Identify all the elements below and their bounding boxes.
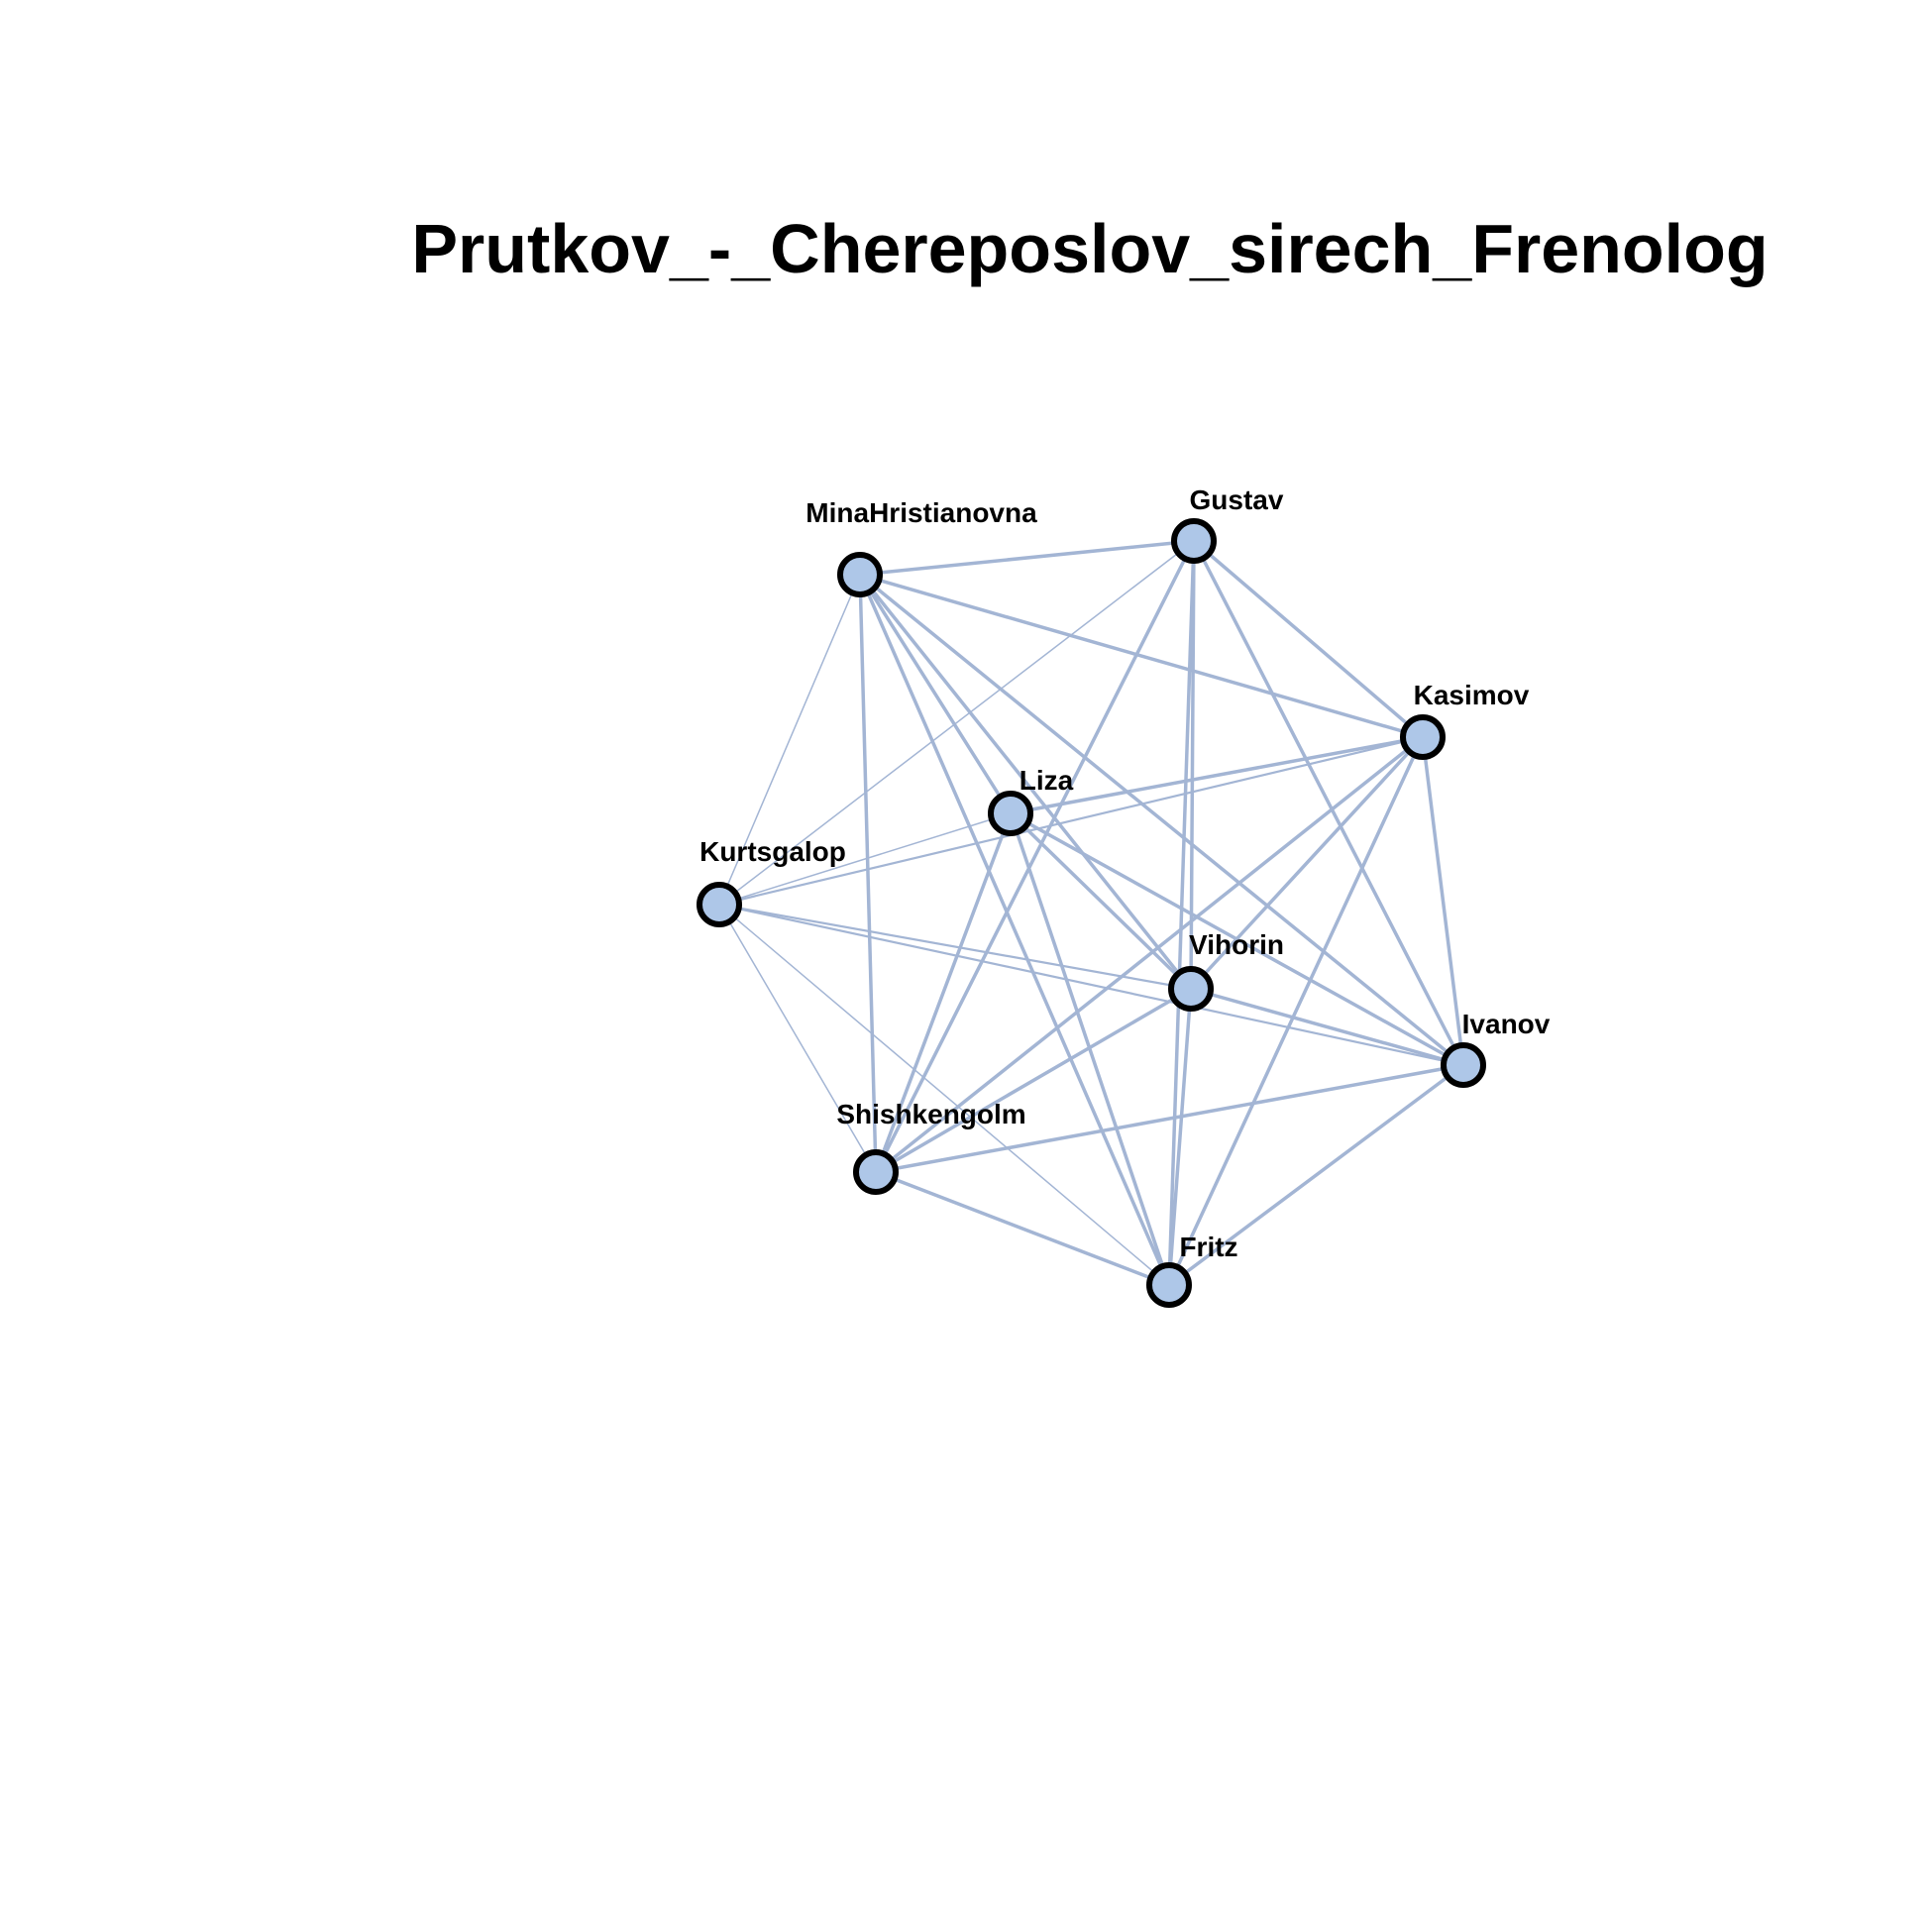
edge-gustav-kasimov [1192, 539, 1425, 739]
node-label-kasimov: Kasimov [1414, 680, 1530, 710]
edge-minahristianovna-kurtsgalop [718, 574, 861, 906]
edge-minahristianovna-fritz [858, 573, 1171, 1287]
edge-kasimov-ivanov [1421, 735, 1465, 1067]
edge-liza-ivanov [1009, 811, 1465, 1067]
edge-vihorin-fritz [1167, 987, 1193, 1287]
edge-minahristianovna-liza [858, 573, 1013, 815]
edge-kasimov-liza [1009, 735, 1425, 815]
edge-kurtsgalop-shishkengolm [718, 904, 877, 1173]
node-label-shishkengolm: Shishkengolm [836, 1099, 1025, 1129]
node-label-liza: Liza [1020, 765, 1074, 796]
edge-kasimov-vihorin [1189, 735, 1425, 991]
node-label-minahristianovna: MinaHristianovna [805, 497, 1037, 528]
node-label-gustav: Gustav [1190, 484, 1284, 515]
node-vihorin [1168, 966, 1214, 1012]
edge-kasimov-fritz [1167, 735, 1425, 1287]
edge-ivanov-fritz [1167, 1063, 1465, 1287]
edge-shishkengolm-fritz [874, 1170, 1171, 1287]
node-shishkengolm [853, 1149, 899, 1195]
edge-ivanov-shishkengolm [874, 1063, 1465, 1174]
edge-gustav-shishkengolm [874, 539, 1196, 1174]
nodes-layer [697, 518, 1486, 1308]
edge-liza-kurtsgalop [718, 812, 1012, 906]
edge-kurtsgalop-fritz [718, 904, 1170, 1286]
node-label-ivanov: Ivanov [1462, 1009, 1551, 1039]
labels-layer: MinaHristianovna Gustav Kasimov Liza Kurtsga… [699, 484, 1551, 1262]
node-ivanov [1441, 1042, 1486, 1088]
edges-layer [717, 539, 1465, 1287]
edge-minahristianovna-gustav [858, 539, 1196, 577]
edge-minahristianovna-ivanov [858, 573, 1465, 1067]
node-kurtsgalop [697, 882, 742, 927]
edge-kurtsgalop-ivanov [717, 903, 1465, 1067]
edge-kasimov-shishkengolm [874, 735, 1425, 1174]
edge-minahristianovna-kasimov [858, 573, 1425, 739]
node-label-kurtsgalop: Kurtsgalop [699, 836, 846, 867]
figure-title: Prutkov_-_Chereposlov_sirech_Frenolog [411, 210, 1768, 287]
node-liza [988, 791, 1033, 836]
edge-liza-vihorin [1009, 811, 1193, 991]
edge-liza-shishkengolm [874, 811, 1013, 1174]
node-label-fritz: Fritz [1179, 1232, 1237, 1262]
edge-gustav-kurtsgalop [718, 540, 1195, 906]
node-label-vihorin: Vihorin [1189, 929, 1284, 960]
edge-minahristianovna-vihorin [858, 573, 1193, 991]
node-minahristianovna [837, 552, 883, 597]
edge-minahristianovna-shishkengolm [858, 573, 878, 1174]
edge-kurtsgalop-vihorin [717, 903, 1193, 991]
edge-vihorin-ivanov [1189, 987, 1465, 1067]
edge-vihorin-shishkengolm [874, 987, 1193, 1174]
edge-gustav-ivanov [1192, 539, 1465, 1067]
node-gustav [1171, 518, 1217, 564]
node-kasimov [1400, 714, 1446, 760]
edge-gustav-fritz [1167, 539, 1196, 1287]
edge-kasimov-kurtsgalop [717, 735, 1425, 907]
node-fritz [1146, 1262, 1192, 1308]
